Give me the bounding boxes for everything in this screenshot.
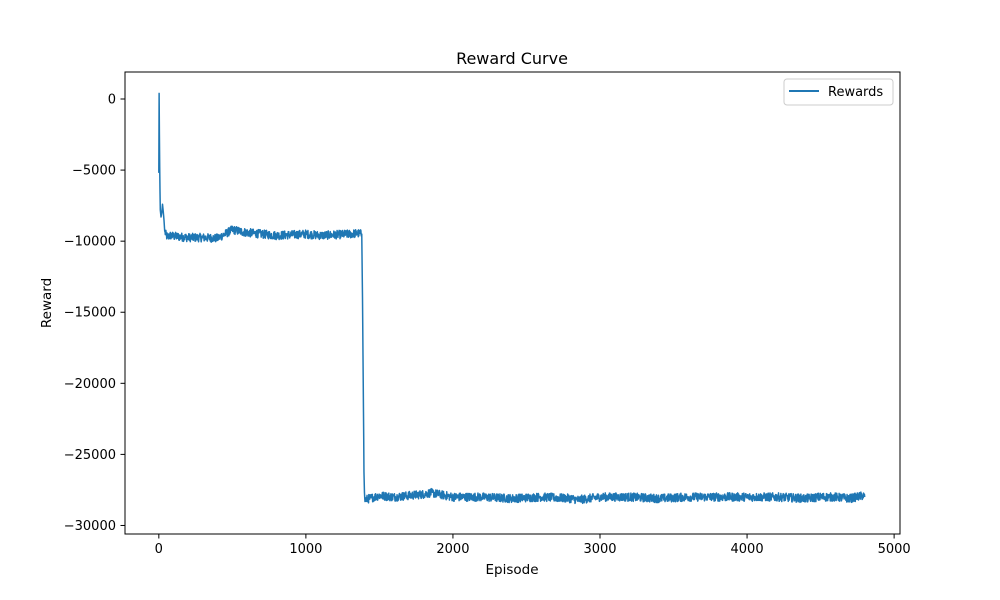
chart-title: Reward Curve xyxy=(456,49,568,68)
legend: Rewards xyxy=(783,78,894,106)
series-group xyxy=(158,92,866,505)
y-tick-label: −30000 xyxy=(64,519,116,534)
x-tick-label: 5000 xyxy=(878,542,911,557)
x-tick-label: 1000 xyxy=(289,542,322,557)
plot-frame xyxy=(124,71,901,535)
x-tick-label: 3000 xyxy=(583,542,616,557)
y-tick-label: 0 xyxy=(108,93,116,108)
legend-label-rewards: Rewards xyxy=(828,85,883,100)
legend-box xyxy=(783,78,894,106)
y-tick-label: −15000 xyxy=(64,306,116,321)
y-axis: 0 −5000 −10000 −15000 −20000 −25000 −30000 xyxy=(64,93,125,534)
x-axis: 0 1000 2000 3000 4000 5000 xyxy=(155,534,911,557)
y-tick-label: −25000 xyxy=(64,448,116,463)
x-axis-label: Episode xyxy=(485,562,538,578)
series-line-rewards xyxy=(158,92,866,505)
y-axis-label: Reward xyxy=(39,278,55,328)
y-tick-label: −10000 xyxy=(64,235,116,250)
x-tick-label: 4000 xyxy=(731,542,764,557)
x-tick-label: 0 xyxy=(155,542,163,557)
plot-area xyxy=(124,71,901,535)
y-tick-label: −20000 xyxy=(64,377,116,392)
y-tick-label: −5000 xyxy=(72,164,116,179)
x-tick-label: 2000 xyxy=(436,542,469,557)
plot-background xyxy=(125,72,900,534)
